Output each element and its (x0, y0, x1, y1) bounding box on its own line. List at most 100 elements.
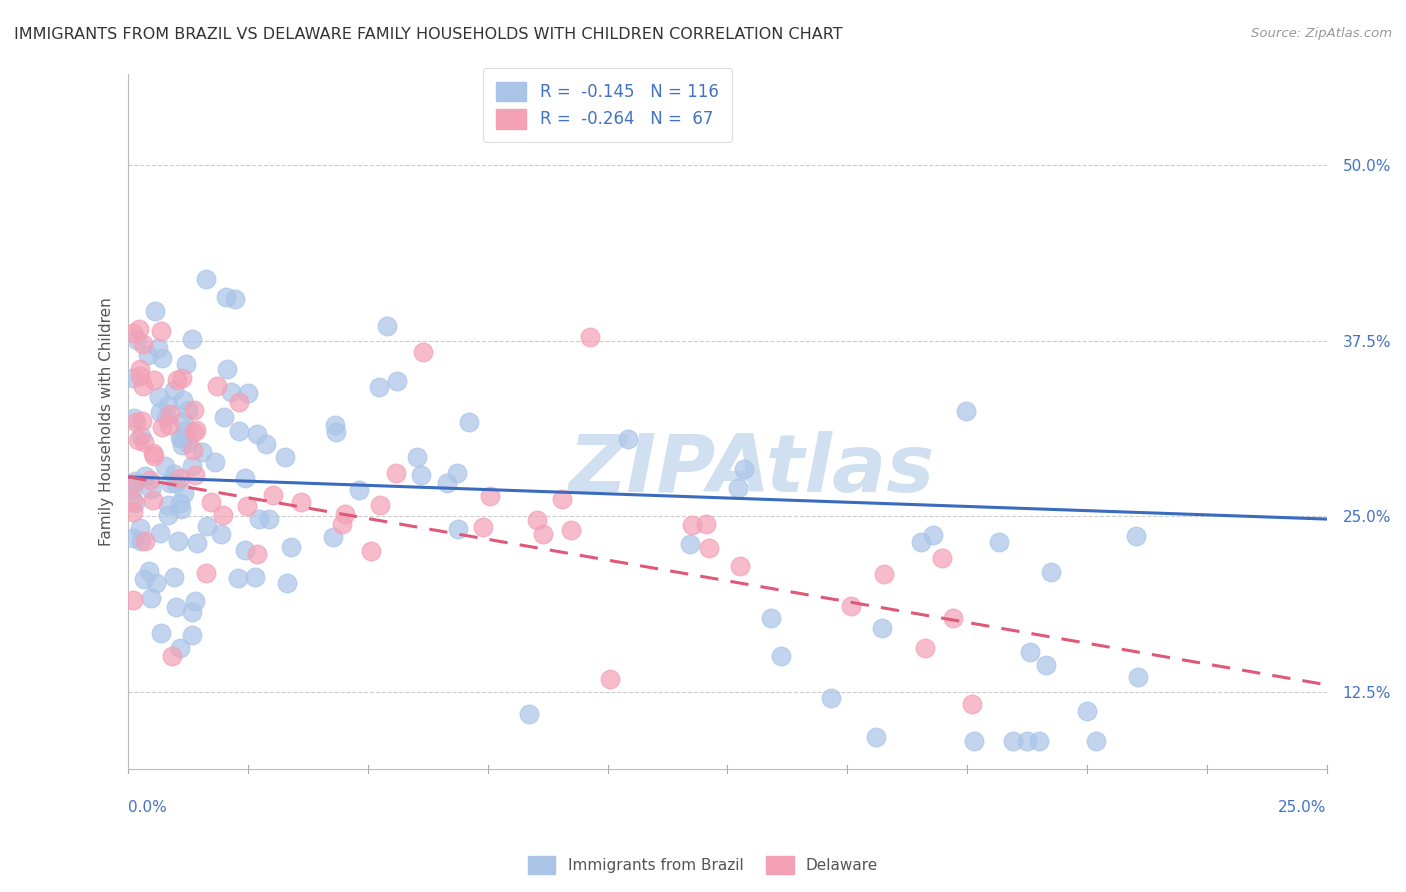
Point (149, 525, 172, 540)
Point (1085, 734, 1108, 748)
Point (124, 474, 146, 488)
Point (181, 443, 204, 458)
Point (157, 418, 180, 433)
Point (142, 446, 165, 460)
Point (157, 398, 180, 412)
Point (200, 494, 222, 508)
Point (165, 599, 187, 614)
Point (447, 522, 470, 536)
Point (183, 403, 205, 417)
Point (280, 540, 302, 554)
Point (873, 567, 896, 582)
Point (122, 494, 145, 508)
Point (274, 450, 297, 464)
Point (1035, 657, 1057, 672)
Point (148, 390, 170, 404)
Point (163, 467, 186, 482)
Point (681, 518, 703, 533)
Point (172, 392, 194, 407)
Point (247, 511, 270, 525)
Point (1076, 704, 1098, 718)
Point (551, 492, 574, 507)
Point (988, 535, 1011, 549)
Point (197, 518, 219, 533)
Point (181, 628, 204, 642)
Point (128, 322, 150, 336)
Point (560, 523, 582, 537)
Point (139, 473, 162, 487)
Point (458, 415, 481, 429)
Point (184, 594, 207, 608)
Point (865, 730, 887, 744)
Point (385, 374, 408, 388)
Point (122, 326, 145, 340)
Point (131, 379, 153, 393)
Point (169, 496, 191, 510)
Point (333, 507, 356, 521)
Legend: Immigrants from Brazil, Delaware: Immigrants from Brazil, Delaware (522, 850, 884, 880)
Point (246, 426, 269, 441)
Point (679, 537, 702, 551)
Point (166, 373, 188, 387)
Point (142, 493, 165, 508)
Point (526, 513, 548, 527)
Point (367, 380, 389, 394)
Point (169, 432, 191, 446)
Point (136, 348, 159, 362)
Point (226, 571, 249, 585)
Point (143, 449, 166, 463)
Point (209, 527, 232, 541)
Point (159, 407, 181, 421)
Point (960, 697, 983, 711)
Point (186, 423, 208, 437)
Point (1015, 734, 1038, 748)
Point (1125, 528, 1147, 542)
Point (412, 345, 434, 359)
Point (224, 292, 246, 306)
Point (165, 476, 187, 491)
Point (914, 641, 936, 656)
Point (139, 482, 162, 496)
Point (172, 414, 194, 428)
Point (122, 482, 145, 496)
Point (262, 488, 284, 502)
Point (212, 508, 235, 522)
Point (215, 290, 238, 304)
Point (368, 498, 391, 512)
Point (233, 543, 256, 558)
Point (531, 526, 554, 541)
Point (236, 386, 259, 401)
Point (141, 591, 163, 605)
Point (325, 425, 347, 439)
Point (330, 516, 353, 531)
Point (122, 476, 145, 491)
Point (195, 566, 218, 580)
Point (122, 371, 145, 385)
Point (243, 570, 266, 584)
Point (181, 459, 204, 474)
Point (233, 471, 256, 485)
Point (479, 489, 502, 503)
Point (246, 547, 269, 561)
Point (170, 501, 193, 516)
Point (156, 498, 179, 512)
Point (170, 431, 193, 445)
Point (163, 383, 186, 397)
Point (194, 271, 217, 285)
Point (697, 541, 720, 555)
Point (150, 324, 173, 338)
Point (150, 351, 173, 366)
Point (129, 534, 152, 549)
Point (1028, 734, 1050, 748)
Point (406, 450, 429, 464)
Point (149, 405, 172, 419)
Point (599, 672, 621, 686)
Point (347, 483, 370, 497)
Point (617, 433, 640, 447)
Point (963, 734, 986, 748)
Point (134, 435, 156, 450)
Point (769, 648, 792, 663)
Point (160, 649, 183, 664)
Point (820, 691, 842, 706)
Point (217, 362, 239, 376)
